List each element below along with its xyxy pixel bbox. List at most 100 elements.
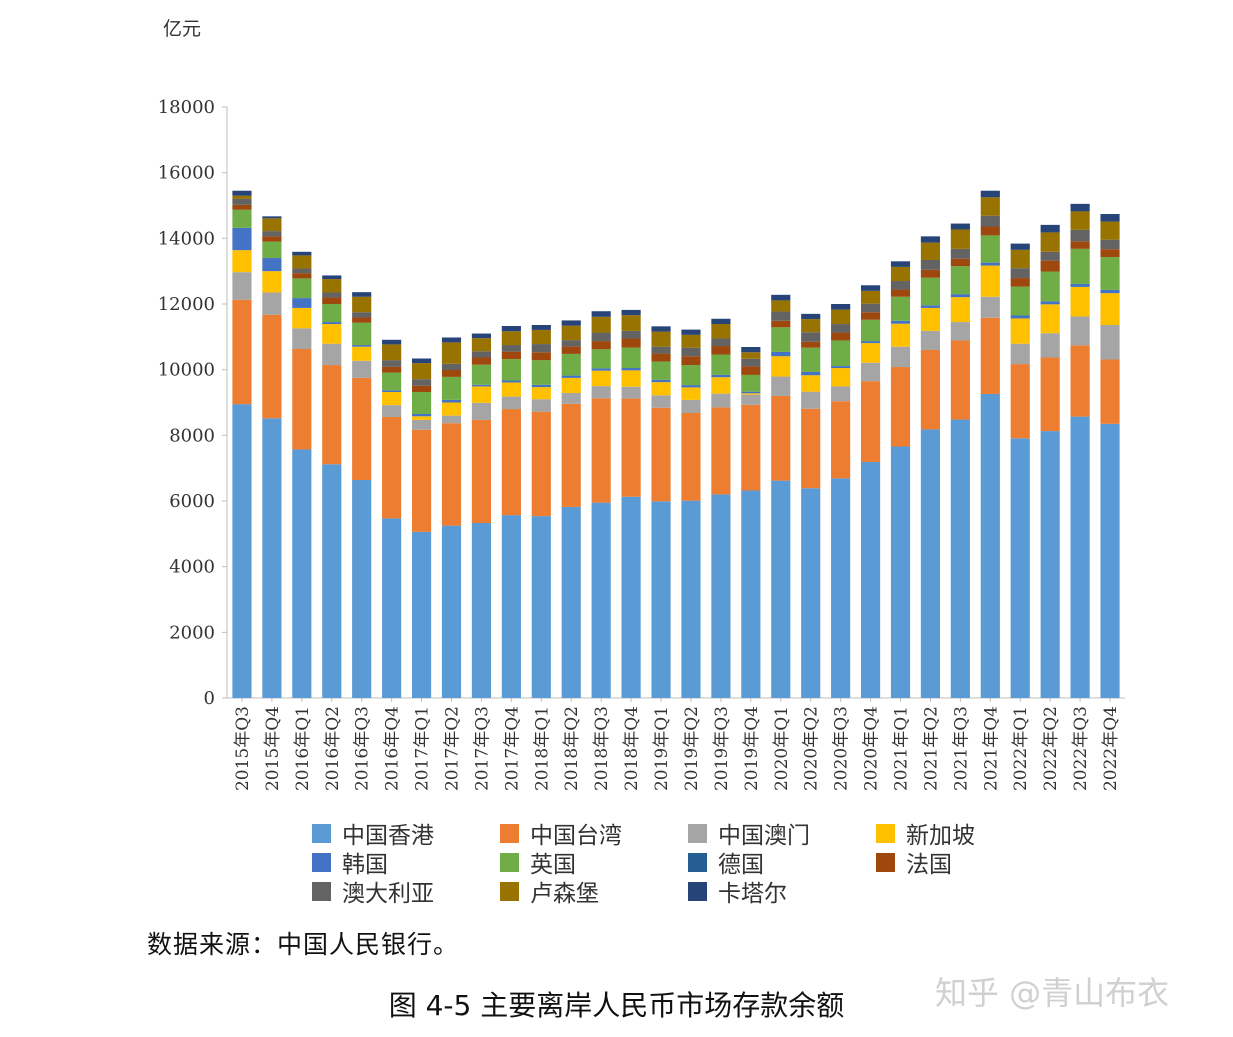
- bar-segment: [382, 344, 402, 361]
- bar-segment: [262, 258, 282, 272]
- bar-segment: [801, 313, 821, 320]
- bar-segment: [262, 271, 282, 293]
- bar-segment: [501, 359, 521, 381]
- legend-item: 中国香港: [312, 816, 434, 850]
- legend-label: 法国: [906, 852, 952, 878]
- bar-segment: [382, 518, 402, 698]
- bar-segment: [531, 352, 551, 361]
- legend-swatch: [312, 852, 331, 872]
- bar-segment: [1010, 318, 1030, 344]
- bar-segment: [1010, 286, 1030, 316]
- x-tick-label: 2017年Q3: [472, 706, 492, 791]
- bar-segment: [950, 266, 970, 295]
- bar-segment: [1070, 283, 1090, 287]
- x-tick-label: 2019年Q2: [682, 706, 702, 791]
- bar-segment: [561, 506, 581, 698]
- bar-segment: [232, 272, 252, 300]
- bar-segment: [1100, 359, 1120, 424]
- bar-segment: [262, 241, 282, 259]
- bar-segment: [322, 464, 342, 698]
- legend-label: 韩国: [342, 852, 388, 878]
- bar-segment: [1010, 438, 1030, 698]
- bar-segment: [411, 363, 432, 380]
- bar-segment: [561, 320, 581, 326]
- bar-segment: [771, 376, 791, 396]
- bar-segment: [262, 231, 282, 237]
- bar-segment: [980, 262, 1000, 266]
- bar-segment: [681, 500, 701, 698]
- bar-segment: [711, 346, 731, 355]
- bar-segment: [322, 275, 342, 280]
- bar-segment: [741, 374, 761, 392]
- bar-segment: [711, 318, 731, 325]
- bar-segment: [681, 356, 701, 366]
- bar-segment: [471, 333, 492, 339]
- x-tick-label: 2022年Q3: [1071, 706, 1091, 791]
- legend-label: 中国澳门: [718, 823, 810, 849]
- legend-item: 法国: [876, 845, 952, 879]
- x-tick-label: 2022年Q4: [1101, 706, 1121, 791]
- x-tick-label: 2017年Q2: [443, 706, 463, 791]
- x-tick-label: 2018年Q2: [562, 706, 582, 791]
- bar-segment: [292, 251, 312, 256]
- bar-segment: [801, 319, 821, 333]
- bar-segment: [292, 348, 312, 450]
- bar-segment: [651, 331, 671, 347]
- bar-segment: [591, 398, 611, 503]
- bar-segment: [741, 404, 761, 491]
- x-tick-label: 2020年Q1: [772, 706, 792, 791]
- bar-segment: [1070, 345, 1090, 417]
- bar-segment: [1040, 357, 1060, 432]
- bar-segment: [831, 332, 851, 341]
- bar-segment: [471, 419, 492, 523]
- bar-segment: [501, 331, 521, 346]
- bar-segment: [890, 281, 911, 290]
- legend-label: 中国香港: [342, 823, 434, 849]
- bar-segment: [411, 413, 432, 417]
- bar-segment: [1070, 229, 1090, 242]
- legend-item: 澳大利亚: [312, 874, 434, 908]
- bar-segment: [591, 332, 611, 342]
- legend-swatch: [688, 852, 707, 872]
- bar-segment: [292, 278, 312, 299]
- bar-segment: [621, 370, 641, 387]
- bar-segment: [561, 392, 581, 404]
- bar-segment: [591, 368, 611, 371]
- bar-segment: [950, 419, 970, 698]
- bar-segment: [980, 235, 1000, 263]
- bar-segment: [292, 307, 312, 329]
- bar-segment: [531, 387, 551, 400]
- bar-segment: [471, 357, 492, 365]
- bar-segment: [741, 393, 761, 395]
- bar-segment: [232, 299, 252, 405]
- bar-segment: [741, 391, 761, 394]
- bar-segment: [1010, 249, 1030, 269]
- x-tick-label: 2021年Q3: [951, 706, 971, 791]
- bar-segment: [1070, 416, 1090, 698]
- bar-segment: [1010, 364, 1030, 439]
- bar-segment: [950, 294, 970, 298]
- bar-segment: [681, 365, 701, 386]
- bar-segment: [232, 204, 252, 210]
- bar-segment: [920, 260, 941, 270]
- bar-segment: [501, 409, 521, 516]
- bar-segment: [831, 401, 851, 479]
- x-tick-label: 2017年Q4: [502, 706, 522, 791]
- bar-segment: [860, 290, 881, 304]
- x-tick-label: 2021年Q1: [892, 706, 912, 791]
- bar-segment: [501, 515, 521, 698]
- bar-segment: [920, 307, 941, 331]
- bar-segment: [561, 340, 581, 347]
- bar-segment: [711, 393, 731, 408]
- bar-segment: [441, 415, 462, 424]
- bar-segment: [322, 322, 342, 325]
- x-tick-label: 2022年Q1: [1011, 706, 1031, 791]
- bar-segment: [262, 216, 282, 219]
- bar-segment: [651, 501, 671, 698]
- legend-item: 卡塔尔: [688, 874, 787, 908]
- x-tick-label: 2016年Q3: [353, 706, 373, 791]
- bar-segment: [322, 279, 342, 293]
- bar-segment: [591, 311, 611, 317]
- bar-segment: [681, 387, 701, 400]
- legend-swatch: [312, 881, 331, 901]
